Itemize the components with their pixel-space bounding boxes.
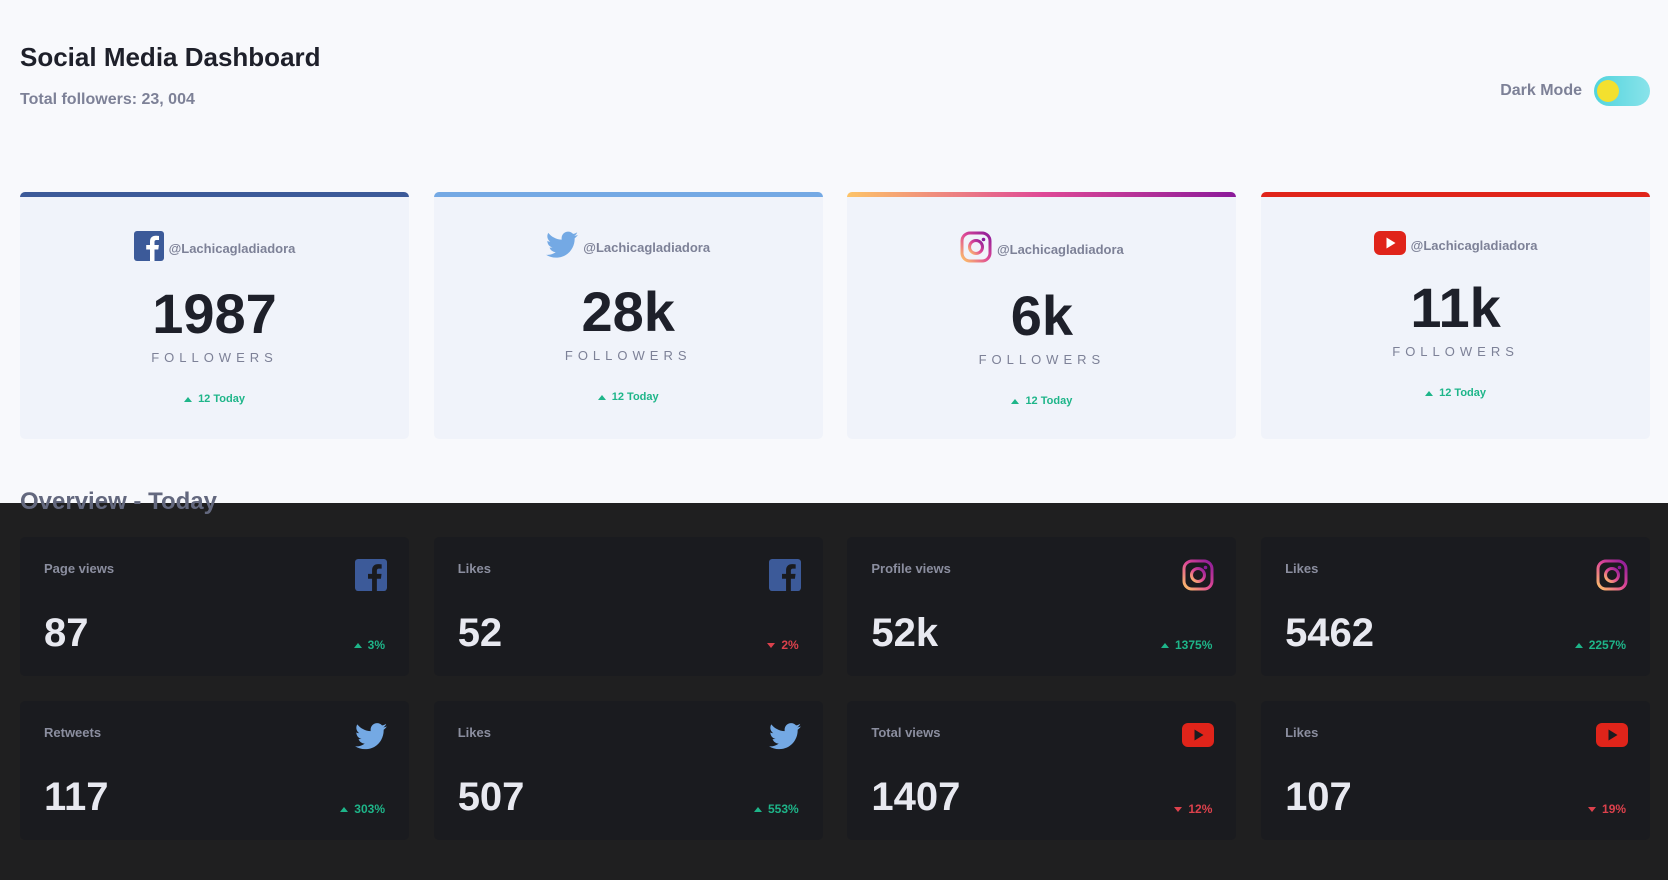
metric-value: 507	[457, 775, 525, 819]
arrow-down-icon	[1588, 806, 1597, 812]
follower-cards: @Lachicagladiadora 1987 FOLLOWERS 12 Tod…	[20, 192, 1651, 439]
metric-value: 5462	[1285, 611, 1375, 655]
metric-value: 1407	[871, 775, 961, 819]
youtube-icon	[1373, 231, 1406, 260]
twitter-icon	[355, 723, 387, 755]
metric-label: Profile views	[871, 561, 951, 576]
metric-label: Page views	[44, 561, 115, 576]
instagram-icon	[960, 231, 992, 268]
followers-label: FOLLOWERS	[564, 348, 692, 363]
card-accent-bar	[1261, 192, 1651, 197]
today-change: 12 Today	[1025, 395, 1073, 407]
arrow-up-icon	[1574, 642, 1583, 648]
card-handle[interactable]: @Lachicagladiadora	[583, 240, 711, 255]
metric-change: 1375%	[1175, 638, 1213, 652]
card-accent-bar	[433, 192, 823, 197]
youtube-icon	[1182, 723, 1215, 752]
today-change: 12 Today	[198, 393, 245, 405]
arrow-up-icon	[340, 806, 349, 812]
overview-grid: Page views 87 3% Likes 52 2% Profile vie…	[20, 537, 1651, 840]
twitter-icon	[546, 231, 579, 264]
overview-card: Page views 87 3%	[20, 537, 409, 676]
metric-change: 2%	[781, 638, 799, 652]
metric-change: 19%	[1602, 802, 1627, 816]
metric-change: 12%	[1188, 802, 1213, 816]
youtube-icon	[1596, 723, 1629, 752]
metric-value: 52k	[871, 611, 939, 655]
follower-count: 11k	[1410, 276, 1501, 339]
follower-count: 28k	[581, 280, 675, 343]
facebook-icon	[133, 231, 164, 266]
overview-card: Likes 107 19%	[1261, 701, 1651, 840]
card-handle[interactable]: @Lachicagladiadora	[1410, 238, 1538, 253]
instagram-icon	[1596, 559, 1628, 596]
overview-card: Retweets 117 303%	[20, 701, 409, 840]
instagram-icon	[1182, 559, 1214, 596]
follower-count: 1987	[152, 282, 277, 345]
metric-label: Likes	[1285, 725, 1319, 740]
card-accent-bar	[20, 192, 409, 197]
overview-title: Overview - Today	[20, 488, 217, 515]
overview-card: Total views 1407 12%	[847, 701, 1237, 840]
arrow-up-icon	[184, 396, 193, 402]
follower-card-twitter: @Lachicagladiadora 28k FOLLOWERS 12 Toda…	[433, 192, 823, 439]
card-accent-bar	[847, 192, 1237, 197]
card-handle[interactable]: @Lachicagladiadora	[996, 242, 1124, 257]
today-change: 12 Today	[611, 391, 659, 403]
today-change: 12 Today	[1439, 387, 1486, 399]
metric-value: 117	[44, 775, 109, 819]
header: Social Media Dashboard Total followers: …	[20, 42, 321, 109]
metric-label: Likes	[1285, 561, 1319, 576]
twitter-icon	[768, 723, 801, 755]
arrow-up-icon	[353, 642, 362, 648]
metric-label: Likes	[457, 561, 491, 576]
overview-card: Likes 52 2%	[433, 537, 823, 676]
follower-card-facebook: @Lachicagladiadora 1987 FOLLOWERS 12 Tod…	[20, 192, 409, 439]
dark-mode-control: Dark Mode	[1500, 76, 1650, 106]
follower-card-instagram: @Lachicagladiadora 6k FOLLOWERS 12 Today	[847, 192, 1237, 439]
dark-mode-toggle[interactable]	[1594, 76, 1650, 106]
toggle-knob	[1597, 80, 1619, 102]
arrow-up-icon	[753, 806, 762, 812]
arrow-up-icon	[1161, 642, 1169, 648]
metric-value: 52	[457, 611, 503, 655]
metric-label: Retweets	[44, 725, 102, 740]
metric-change: 553%	[767, 802, 799, 816]
arrow-down-icon	[1174, 806, 1183, 812]
arrow-down-icon	[767, 642, 776, 648]
followers-label: FOLLOWERS	[151, 350, 278, 365]
metric-label: Likes	[457, 725, 491, 740]
overview-card: Profile views 52k 1375%	[847, 537, 1237, 676]
overview-card: Likes 5462 2257%	[1261, 537, 1651, 676]
dark-mode-label: Dark Mode	[1500, 82, 1582, 99]
facebook-icon	[768, 559, 801, 596]
arrow-up-icon	[1011, 398, 1020, 404]
total-followers: Total followers: 23, 004	[20, 91, 195, 108]
followers-label: FOLLOWERS	[1392, 344, 1519, 359]
follower-card-youtube: @Lachicagladiadora 11k FOLLOWERS 12 Toda…	[1261, 192, 1651, 439]
arrow-up-icon	[1425, 390, 1434, 396]
metric-change: 303%	[354, 802, 385, 816]
metric-value: 87	[44, 611, 89, 655]
metric-label: Total views	[871, 725, 941, 740]
metric-value: 107	[1285, 775, 1352, 819]
metric-change: 2257%	[1588, 638, 1627, 652]
followers-label: FOLLOWERS	[978, 352, 1106, 367]
follower-count: 6k	[1010, 284, 1074, 347]
page-title: Social Media Dashboard	[20, 42, 321, 72]
metric-change: 3%	[367, 638, 385, 652]
arrow-up-icon	[597, 394, 606, 400]
facebook-icon	[355, 559, 387, 596]
card-handle[interactable]: @Lachicagladiadora	[168, 241, 296, 256]
overview-card: Likes 507 553%	[433, 701, 823, 840]
